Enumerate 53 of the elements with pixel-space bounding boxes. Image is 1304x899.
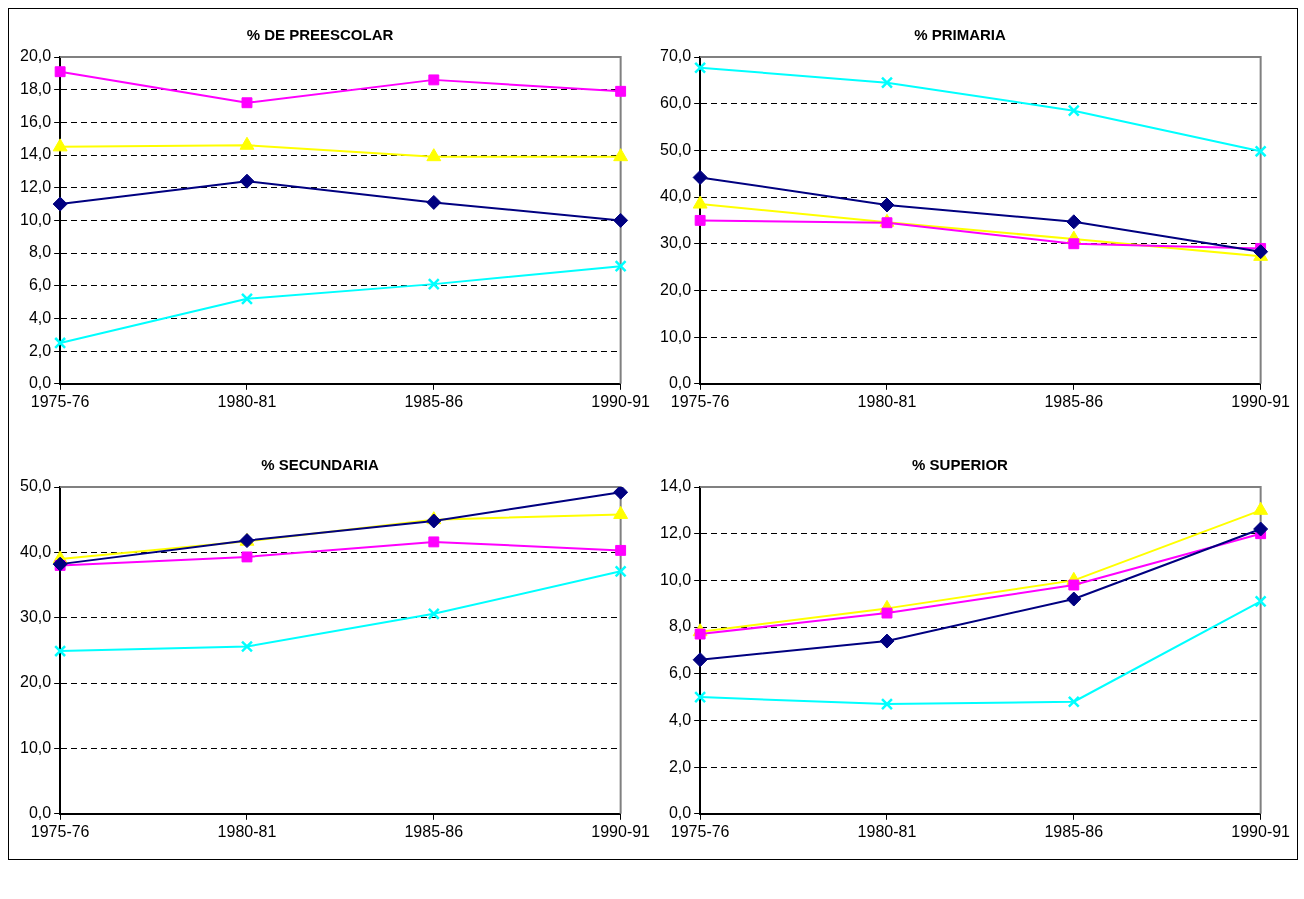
chart-title: % SECUNDARIA bbox=[261, 456, 379, 474]
y-tick-label: 20,0 bbox=[20, 47, 52, 65]
x-tick-label: 1990-91 bbox=[1231, 822, 1291, 840]
x-tick-label: 1980-81 bbox=[217, 822, 277, 840]
y-tick-label: 0,0 bbox=[668, 374, 692, 392]
y-tick-label: 70,0 bbox=[660, 47, 692, 65]
y-tick-label: 4,0 bbox=[668, 710, 692, 728]
y-tick-label: 2,0 bbox=[28, 341, 52, 359]
x-tick-label: 1985-86 bbox=[404, 392, 464, 410]
x-tick-label: 1990-91 bbox=[591, 822, 651, 840]
x-tick-label: 1985-86 bbox=[1044, 822, 1104, 840]
x-tick-label: 1975-76 bbox=[670, 392, 730, 410]
x-tick-label: 1975-76 bbox=[670, 822, 730, 840]
chart-title: % DE PREESCOLAR bbox=[246, 26, 394, 44]
y-tick-label: 6,0 bbox=[668, 664, 692, 682]
x-tick-label: 1990-91 bbox=[1231, 392, 1291, 410]
y-tick-label: 50,0 bbox=[660, 140, 692, 158]
y-tick-label: 0,0 bbox=[28, 374, 52, 392]
x-tick-label: 1975-76 bbox=[30, 392, 90, 410]
y-tick-label: 30,0 bbox=[660, 234, 692, 252]
y-tick-label: 30,0 bbox=[20, 608, 52, 626]
y-tick-label: 10,0 bbox=[20, 738, 52, 756]
y-tick-label: 10,0 bbox=[20, 210, 52, 228]
y-tick-label: 60,0 bbox=[660, 94, 692, 112]
y-tick-label: 18,0 bbox=[20, 80, 52, 98]
y-tick-label: 20,0 bbox=[20, 673, 52, 691]
chart-title: % SUPERIOR bbox=[912, 456, 1009, 474]
x-tick-label: 1990-91 bbox=[591, 392, 651, 410]
x-tick-label: 1975-76 bbox=[30, 822, 90, 840]
y-tick-label: 10,0 bbox=[660, 327, 692, 345]
y-tick-label: 12,0 bbox=[660, 524, 692, 542]
y-tick-label: 14,0 bbox=[660, 477, 692, 495]
y-tick-label: 40,0 bbox=[20, 542, 52, 560]
y-tick-label: 8,0 bbox=[28, 243, 52, 261]
y-tick-label: 50,0 bbox=[20, 477, 52, 495]
y-tick-label: 0,0 bbox=[28, 804, 52, 822]
y-tick-label: 14,0 bbox=[20, 145, 52, 163]
x-tick-label: 1980-81 bbox=[857, 392, 917, 410]
y-tick-label: 4,0 bbox=[28, 308, 52, 326]
y-tick-label: 0,0 bbox=[668, 804, 692, 822]
y-tick-label: 2,0 bbox=[668, 757, 692, 775]
x-tick-label: 1980-81 bbox=[217, 392, 277, 410]
y-tick-label: 12,0 bbox=[20, 178, 52, 196]
y-tick-label: 16,0 bbox=[20, 112, 52, 130]
x-tick-label: 1980-81 bbox=[857, 822, 917, 840]
y-tick-label: 40,0 bbox=[660, 187, 692, 205]
x-tick-label: 1985-86 bbox=[404, 822, 464, 840]
x-tick-label: 1985-86 bbox=[1044, 392, 1104, 410]
y-tick-label: 20,0 bbox=[660, 280, 692, 298]
chart-title: % PRIMARIA bbox=[914, 26, 1006, 44]
y-tick-label: 10,0 bbox=[660, 570, 692, 588]
y-tick-label: 8,0 bbox=[668, 617, 692, 635]
y-tick-label: 6,0 bbox=[28, 276, 52, 294]
